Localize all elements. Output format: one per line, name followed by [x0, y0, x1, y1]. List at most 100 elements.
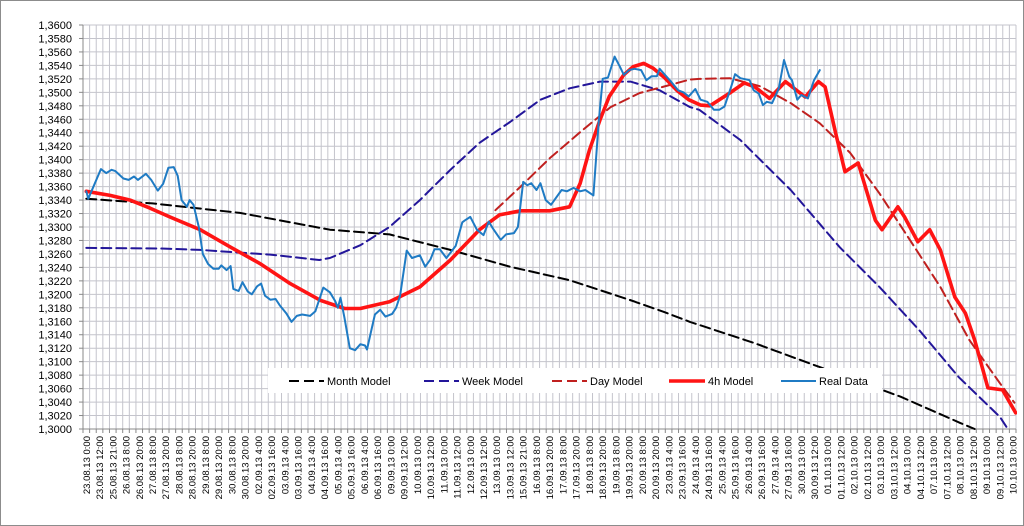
- x-tick-label: 01.10.13 12:00: [836, 436, 847, 499]
- x-tick-label: 23.09.13 16:00: [678, 436, 689, 499]
- y-tick-label: 1,3280: [38, 235, 72, 247]
- x-tick-label: 09.10.13 12:00: [995, 436, 1006, 499]
- legend-label-4h: 4h Model: [708, 376, 753, 388]
- series-line-4h-model: [84, 61, 1017, 415]
- x-tick-label: 20.09.13 20:00: [651, 436, 662, 499]
- y-tick-label: 1,3080: [38, 370, 72, 382]
- y-tick-label: 1,3520: [38, 74, 72, 86]
- x-tick-label: 25.08.13 21:00: [108, 436, 119, 499]
- x-tick-label: 16.09.13 20:00: [545, 436, 556, 499]
- y-tick-label: 1,3340: [38, 195, 72, 207]
- x-tick-label: 10.09.13 12:00: [426, 436, 437, 499]
- x-tick-label: 24.09.13 16:00: [704, 436, 715, 499]
- y-tick-label: 1,3440: [38, 128, 72, 140]
- y-tick-label: 1,3360: [38, 182, 72, 194]
- x-tick-label: 10.09.13 0:00: [413, 436, 424, 494]
- x-tick-label: 09.10.13 0:00: [982, 436, 993, 494]
- x-tick-label: 07.10.13 12:00: [942, 436, 953, 499]
- x-tick-label: 05.09.13 16:00: [347, 436, 358, 499]
- legend-item-4h-model: 4h Model: [669, 376, 753, 388]
- gridlines: [82, 24, 1017, 430]
- y-tick-label: 1,3260: [38, 249, 72, 261]
- x-tick-label: 06.09.13 16:00: [373, 436, 384, 499]
- y-tick-label: 1,3060: [38, 384, 72, 396]
- x-tick-label: 23.09.13 4:00: [664, 436, 675, 494]
- x-tick-label: 08.10.13 0:00: [956, 436, 967, 494]
- x-tick-label: 01.10.13 0:00: [823, 436, 834, 494]
- y-tick-label: 1,3100: [38, 357, 72, 369]
- x-tick-label: 02.10.13 0:00: [850, 436, 861, 494]
- x-tick-label: 03.09.13 16:00: [294, 436, 305, 499]
- y-tick-label: 1,3160: [38, 316, 72, 328]
- x-tick-label: 26.09.13 4:00: [744, 436, 755, 494]
- x-tick-label: 26.09.13 16:00: [757, 436, 768, 499]
- x-tick-label: 27.09.13 16:00: [784, 436, 795, 499]
- x-tick-label: 30.09.13 0:00: [797, 436, 808, 494]
- y-tick-label: 1,3320: [38, 209, 72, 221]
- x-tick-label: 04.09.13 16:00: [320, 436, 331, 499]
- x-tick-label: 30.08.13 20:00: [241, 436, 252, 499]
- y-tick-label: 1,3240: [38, 262, 72, 274]
- x-tick-label: 04.09.13 4:00: [307, 436, 318, 494]
- x-tick-label: 10.10.13 0:00: [1009, 436, 1020, 494]
- y-tick-label: 1,3580: [38, 33, 72, 45]
- x-tick-label: 02.09.13 16:00: [267, 436, 278, 499]
- legend-label-real: Real Data: [819, 376, 869, 388]
- y-tick-label: 1,3400: [38, 155, 72, 167]
- y-tick-label: 1,3600: [38, 20, 72, 32]
- x-tick-label: 12.09.13 12:00: [479, 436, 490, 499]
- x-axis: 23.08.13 0:00 23.08.13 12:00 25.08.13 21:0…: [82, 428, 1020, 499]
- legend-item-real-data: Real Data: [781, 376, 869, 388]
- x-tick-label: 30.08.13 8:00: [227, 436, 238, 494]
- x-tick-label: 07.10.13 0:00: [929, 436, 940, 494]
- x-tick-label: 02.10.13 12:00: [863, 436, 874, 499]
- legend-item-week-model: Week Model: [424, 376, 523, 388]
- x-tick-label: 08.10.13 12:00: [969, 436, 980, 499]
- y-tick-label: 1,3480: [38, 101, 72, 113]
- y-tick-label: 1,3040: [38, 397, 72, 409]
- y-tick-label: 1,3420: [38, 141, 72, 153]
- x-tick-label: 26.08.13 8:00: [122, 436, 133, 494]
- x-tick-label: 29.08.13 8:00: [201, 436, 212, 494]
- x-tick-label: 05.09.13 4:00: [333, 436, 344, 494]
- y-tick-label: 1,3460: [38, 114, 72, 126]
- x-tick-label: 12.09.13 0:00: [466, 436, 477, 494]
- y-tick-label: 1,3560: [38, 47, 72, 59]
- x-tick-label: 27.08.13 8:00: [148, 436, 159, 494]
- x-tick-label: 20.09.13 8:00: [638, 436, 649, 494]
- x-tick-label: 19.09.13 20:00: [625, 436, 636, 499]
- y-tick-label: 1,3120: [38, 343, 72, 355]
- x-tick-label: 15.09.13 21:00: [519, 436, 530, 499]
- x-tick-label: 16.09.13 8:00: [532, 436, 543, 494]
- x-tick-label: 03.09.13 4:00: [280, 436, 291, 494]
- y-tick-label: 1,3000: [38, 424, 72, 436]
- x-tick-label: 09.09.13 12:00: [400, 436, 411, 499]
- x-tick-label: 28.08.13 20:00: [188, 436, 199, 499]
- x-tick-label: 28.08.13 8:00: [174, 436, 185, 494]
- legend: Month Model Week Model Day Model 4h Mode…: [268, 368, 882, 393]
- x-tick-label: 03.10.13 0:00: [876, 436, 887, 494]
- y-tick-label: 1,3020: [38, 411, 72, 423]
- x-tick-label: 30.09.13 12:00: [810, 436, 821, 499]
- series-line-week-model: [85, 80, 1009, 430]
- x-tick-label: 25.09.13 4:00: [717, 436, 728, 494]
- x-tick-label: 19.09.13 8:00: [611, 436, 622, 494]
- x-tick-label: 26.08.13 20:00: [135, 436, 146, 499]
- x-tick-label: 13.09.13 0:00: [492, 436, 503, 494]
- series-line-real-data: [85, 55, 821, 352]
- legend-item-month-model: Month Model: [289, 376, 391, 388]
- x-tick-label: 25.09.13 16:00: [731, 436, 742, 499]
- y-tick-label: 1,3220: [38, 276, 72, 288]
- x-tick-label: 17.09.13 20:00: [572, 436, 583, 499]
- x-tick-label: 04.10.13 12:00: [916, 436, 927, 499]
- y-tick-label: 1,3380: [38, 168, 72, 180]
- x-tick-label: 29.08.13 20:00: [214, 436, 225, 499]
- legend-item-day-model: Day Model: [552, 376, 643, 388]
- x-tick-label: 23.08.13 0:00: [82, 436, 93, 494]
- x-tick-label: 27.09.13 4:00: [770, 436, 781, 494]
- x-tick-label: 11.09.13 12:00: [453, 436, 464, 499]
- y-tick-label: 1,3140: [38, 330, 72, 342]
- y-tick-label: 1,3300: [38, 222, 72, 234]
